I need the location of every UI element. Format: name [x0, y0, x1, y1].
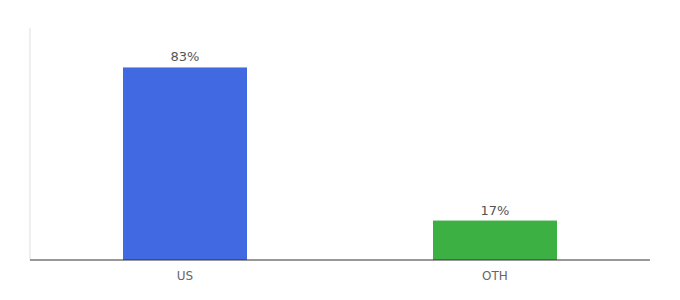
- bars: [123, 67, 557, 260]
- x-axis-line: [30, 260, 650, 261]
- data-label: 83%: [171, 49, 200, 64]
- data-label: 17%: [481, 203, 510, 218]
- x-axis-ticks: US OTH: [177, 269, 508, 283]
- chart: 83% 17% US OTH: [0, 0, 680, 300]
- bar: [123, 67, 247, 260]
- bar: [433, 221, 557, 260]
- chart-container: 83% 17% US OTH: [0, 0, 680, 300]
- plot-area: 83% 17% US OTH: [30, 28, 650, 283]
- data-labels: 83% 17%: [171, 49, 510, 217]
- x-tick-label: OTH: [482, 269, 508, 283]
- y-axis-line: [30, 28, 31, 260]
- x-tick-label: US: [177, 269, 193, 283]
